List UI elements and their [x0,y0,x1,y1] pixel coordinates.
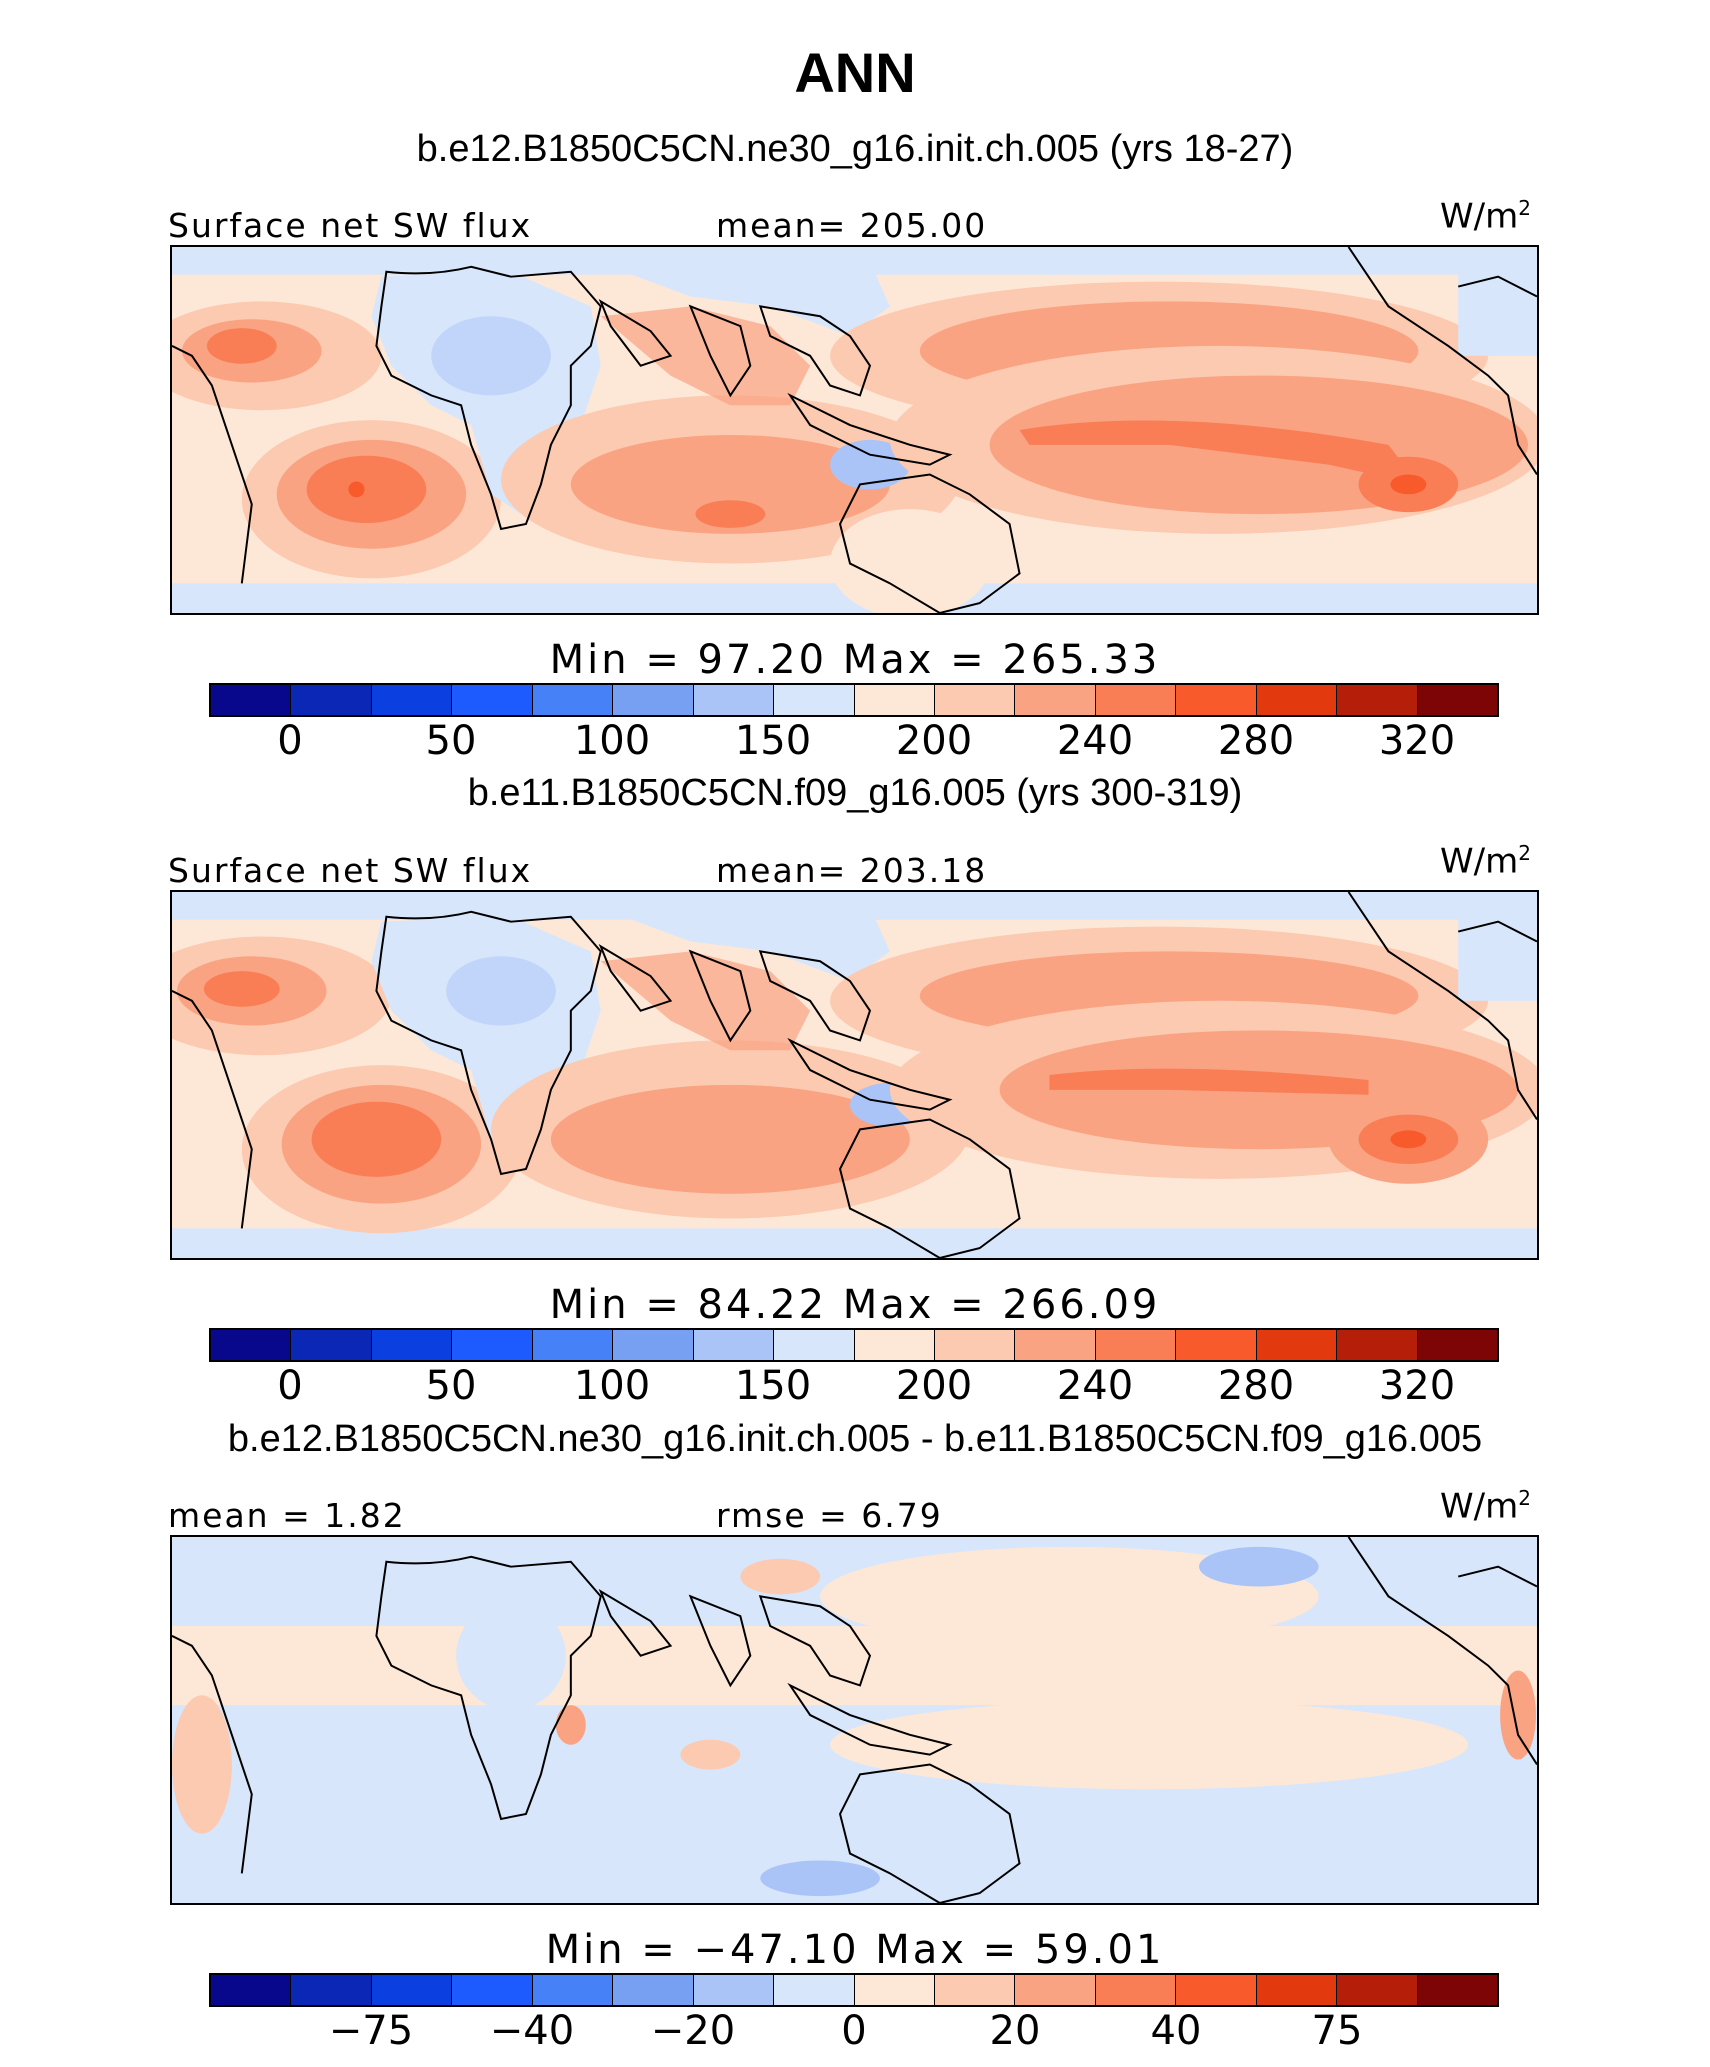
panel1-tick: 200 [895,718,973,764]
panel2-mean-label: mean= 203.18 [716,851,988,890]
panel2-tick: 0 [277,1363,303,1409]
panel3-tick: 0 [841,2008,867,2054]
panel3-min-max: Min = −47.10 Max = 59.01 [545,1927,1165,1973]
panel3-tick: −20 [650,2008,736,2054]
panel2-tick: 100 [573,1363,651,1409]
panel2-tick: 240 [1056,1363,1134,1409]
panel1-map [170,245,1539,615]
panel1-mean-label: mean= 205.00 [716,206,988,245]
panel3-subtitle: b.e12.B1850C5CN.ne30_g16.init.ch.005 - b… [227,1418,1483,1460]
panel2-tick: 150 [734,1363,812,1409]
panel3-tick: −40 [489,2008,575,2054]
panel2-units: W/m2 [1440,841,1531,882]
panel1-variable-label: Surface net SW flux [168,206,533,245]
panel2-map [170,890,1539,1260]
figure-title: ANN [794,41,916,104]
panel1-tick: 50 [425,718,477,764]
panel1-tick: 240 [1056,718,1134,764]
panel2-tick: 200 [895,1363,973,1409]
panel1-subtitle: b.e12.B1850C5CN.ne30_g16.init.ch.005 (yr… [416,128,1294,170]
panel1-tick: 280 [1217,718,1295,764]
panel3-tick: 75 [1311,2008,1363,2054]
panel1-colorbar [209,683,1499,717]
panel1-tick: 0 [277,718,303,764]
panel2-variable-label: Surface net SW flux [168,851,533,890]
panel2-tick: 50 [425,1363,477,1409]
panel3-tick: −75 [328,2008,414,2054]
panel3-colorbar [209,1973,1499,2007]
panel3-mean-label: mean = 1.82 [168,1496,406,1535]
panel1-tick: 100 [573,718,651,764]
panel3-tick: 20 [989,2008,1041,2054]
panel2-colorbar [209,1328,1499,1362]
panel1-min-max: Min = 97.20 Max = 265.33 [549,637,1161,683]
panel1-units: W/m2 [1440,196,1531,237]
panel3-map [170,1535,1539,1905]
panel2-tick: 280 [1217,1363,1295,1409]
panel3-rmse-label: rmse = 6.79 [716,1496,943,1535]
panel1-tick: 320 [1378,718,1456,764]
panel2-min-max: Min = 84.22 Max = 266.09 [549,1282,1161,1328]
panel2-tick: 320 [1378,1363,1456,1409]
panel1-tick: 150 [734,718,812,764]
panel3-units: W/m2 [1440,1486,1531,1527]
panel2-subtitle: b.e11.B1850C5CN.f09_g16.005 (yrs 300-319… [467,772,1243,814]
panel3-tick: 40 [1150,2008,1202,2054]
